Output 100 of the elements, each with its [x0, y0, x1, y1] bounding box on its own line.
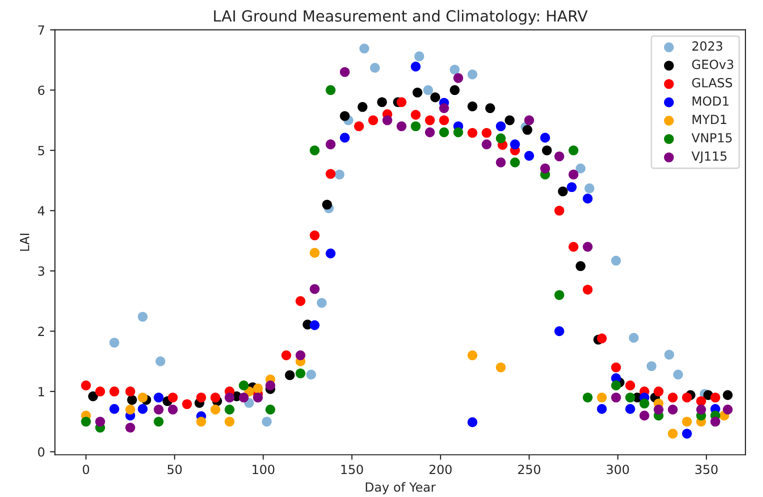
point [468, 128, 478, 138]
point [668, 392, 678, 402]
point [224, 416, 234, 427]
point [95, 416, 106, 427]
y-tick-label: 7 [38, 25, 44, 35]
point [439, 127, 449, 138]
point [322, 200, 332, 210]
point [310, 284, 320, 294]
point [654, 386, 664, 396]
legend-label: VJ115 [692, 152, 726, 164]
point [554, 290, 564, 300]
point [396, 121, 406, 132]
point [125, 404, 136, 414]
point [682, 416, 692, 427]
point [554, 326, 564, 336]
point [296, 296, 306, 306]
point [326, 85, 336, 96]
y-tick-label: 5 [38, 146, 44, 156]
point [253, 384, 263, 394]
point [522, 124, 532, 135]
point [542, 145, 552, 156]
point [450, 85, 460, 96]
point [439, 103, 449, 114]
point [450, 64, 460, 75]
point [265, 380, 276, 390]
point [710, 392, 720, 402]
point [568, 242, 578, 252]
point [81, 416, 91, 427]
point [496, 158, 506, 168]
y-tick-label: 4 [38, 206, 45, 216]
point [382, 115, 392, 126]
point [154, 416, 164, 427]
point [262, 416, 272, 427]
point [238, 380, 249, 390]
point [284, 370, 295, 380]
point [196, 416, 206, 427]
legend-label: GLASS [692, 78, 732, 88]
point [377, 97, 387, 108]
point [224, 392, 234, 402]
point [584, 183, 594, 194]
point [722, 404, 733, 414]
point [125, 422, 136, 433]
y-tick-label: 3 [38, 266, 44, 276]
point [654, 404, 664, 414]
legend-label: MOD1 [692, 96, 728, 106]
point [625, 392, 636, 402]
point [238, 392, 249, 402]
x-tick-label: 350 [695, 464, 718, 474]
point [673, 370, 683, 380]
point [340, 67, 350, 77]
point [682, 428, 692, 439]
point [310, 320, 320, 330]
point [646, 361, 656, 372]
point [168, 404, 178, 414]
point [668, 404, 678, 414]
point [340, 111, 350, 121]
point [396, 97, 406, 108]
point [504, 115, 515, 126]
point [412, 88, 422, 98]
point [326, 139, 336, 150]
point [424, 115, 435, 126]
point [576, 164, 586, 174]
point [109, 404, 120, 414]
point [510, 158, 520, 168]
point [576, 261, 586, 272]
legend-label: VNP15 [692, 133, 732, 142]
point [316, 298, 327, 308]
point [582, 242, 593, 252]
point [496, 362, 506, 372]
point [439, 115, 449, 126]
point [182, 399, 192, 410]
point [554, 151, 564, 162]
point [253, 392, 263, 402]
y-axis-title: LAI [20, 234, 30, 251]
point [424, 127, 435, 138]
point [210, 404, 220, 414]
point [196, 392, 206, 402]
point [453, 73, 464, 83]
point [414, 51, 424, 62]
point [310, 230, 320, 240]
point [524, 150, 534, 161]
x-axis-title: Day of Year [366, 482, 436, 494]
y-tick-label: 6 [38, 86, 44, 96]
point [582, 284, 593, 295]
point [109, 338, 120, 348]
point [310, 145, 320, 156]
point [582, 392, 593, 402]
legend-label: GEOv3 [692, 60, 734, 70]
point [482, 128, 492, 138]
point [125, 386, 136, 396]
y-tick-label: 2 [38, 326, 44, 336]
point [566, 182, 577, 192]
point [485, 103, 496, 114]
point [682, 392, 692, 402]
point [138, 392, 148, 402]
point [540, 164, 550, 174]
point [95, 386, 106, 396]
x-tick-label: 150 [341, 464, 363, 474]
point [354, 121, 364, 132]
point [326, 248, 336, 258]
